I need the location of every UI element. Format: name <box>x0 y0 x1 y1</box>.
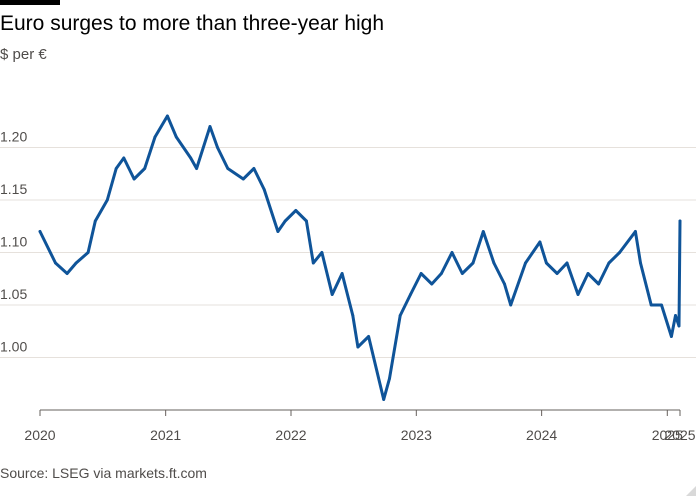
x-tick-label: 2022 <box>275 427 306 443</box>
data-point <box>618 251 621 254</box>
data-point <box>649 303 653 307</box>
data-point <box>105 198 109 202</box>
data-point <box>74 261 78 265</box>
x-tick-label: 2020 <box>24 427 55 443</box>
data-point <box>54 261 57 265</box>
data-point <box>174 135 178 139</box>
source-note: Source: LSEG via markets.ft.com <box>0 465 207 481</box>
data-point <box>419 272 423 275</box>
data-point <box>633 230 637 233</box>
data-point <box>388 377 391 380</box>
data-point <box>398 314 402 317</box>
data-point <box>670 335 673 338</box>
data-point <box>38 230 42 233</box>
chart-subtitle: $ per € <box>0 46 47 63</box>
data-point <box>114 167 118 170</box>
data-point <box>153 135 157 139</box>
data-point <box>351 314 355 317</box>
data-point <box>122 156 126 160</box>
y-tick-label: 1.05 <box>0 286 27 302</box>
data-point <box>439 272 443 275</box>
data-point <box>450 251 454 254</box>
data-point <box>143 167 147 170</box>
data-point <box>340 272 344 275</box>
x-tick-label: 2023 <box>401 427 432 443</box>
brand-top-bar <box>0 0 60 5</box>
data-point <box>460 272 464 275</box>
data-point <box>545 261 548 265</box>
data-point <box>93 219 97 223</box>
data-point <box>252 167 256 170</box>
data-point <box>226 167 230 170</box>
data-point <box>86 251 90 254</box>
gridlines <box>0 147 696 358</box>
data-point <box>320 251 324 254</box>
data-point <box>311 261 315 265</box>
series-line <box>38 114 682 401</box>
data-point <box>607 261 611 265</box>
data-point <box>576 293 580 296</box>
data-point <box>524 261 527 265</box>
line-chart: 1.001.051.101.151.20 2020 2021 2022 2023 202… <box>0 114 696 443</box>
x-tick-label: 2021 <box>150 427 181 443</box>
data-point <box>565 261 569 265</box>
data-point <box>639 261 642 265</box>
data-point <box>305 219 308 223</box>
data-point <box>330 293 334 296</box>
x-tick-label: 2024 <box>526 427 557 443</box>
data-point <box>195 167 198 170</box>
data-point <box>283 219 287 223</box>
data-point <box>677 324 681 328</box>
y-tick-label: 1.10 <box>0 234 27 250</box>
chart-title: Euro surges to more than three-year high <box>0 12 385 35</box>
data-point <box>262 188 266 191</box>
data-point <box>409 293 412 296</box>
x-tick-label: 2025 <box>652 427 683 443</box>
x-tick-label: 2025 <box>664 427 695 443</box>
data-point <box>208 125 212 128</box>
data-point <box>555 272 559 275</box>
data-point <box>492 261 496 265</box>
data-point <box>241 177 245 181</box>
data-point <box>189 156 193 160</box>
data-point <box>132 177 136 181</box>
data-point <box>503 282 506 286</box>
data-point <box>674 314 677 317</box>
data-point <box>276 230 280 233</box>
y-axis-ticks: 1.00 1.05 1.10 1.15 1.20 <box>0 129 27 355</box>
data-point <box>382 398 386 401</box>
data-point <box>367 335 370 338</box>
data-point <box>356 345 360 349</box>
y-tick-label: 1.00 <box>0 339 27 355</box>
data-point <box>538 240 542 244</box>
data-point <box>678 219 682 223</box>
data-point <box>597 282 601 286</box>
data-point <box>509 303 513 307</box>
corner-mark <box>686 486 696 496</box>
data-point <box>216 146 219 149</box>
data-point <box>481 230 485 233</box>
data-point <box>586 272 590 275</box>
data-point <box>294 209 298 212</box>
data-point <box>65 272 69 275</box>
data-point <box>165 114 169 118</box>
y-tick-label: 1.20 <box>0 129 27 145</box>
y-tick-label: 1.15 <box>0 181 27 197</box>
data-point <box>471 261 475 265</box>
data-point <box>660 303 663 307</box>
data-point <box>430 282 434 286</box>
series-layer <box>38 114 682 401</box>
